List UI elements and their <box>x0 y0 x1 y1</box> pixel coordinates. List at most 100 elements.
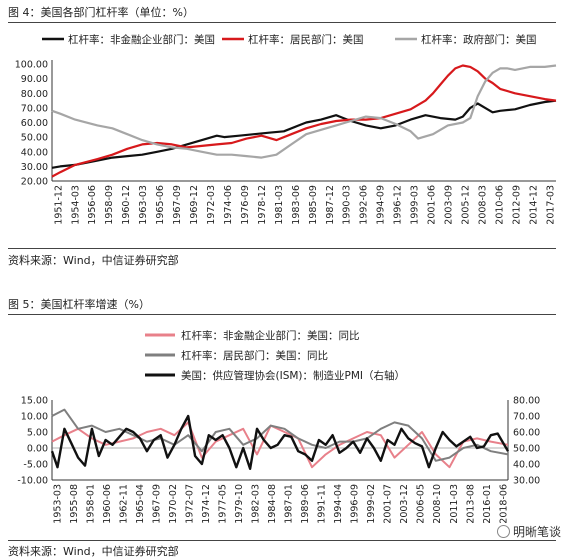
x-tick-label: 1977-05 <box>218 484 229 524</box>
series-line-0 <box>51 99 557 169</box>
x-tick-label: 2006-05 <box>416 484 427 524</box>
x-tick-label: 2003-12 <box>399 484 410 524</box>
legend-label-2: 美国：供应管理协会(ISM)：制造业PMI（右轴） <box>181 369 405 382</box>
y-tick-label: 20.00 <box>21 177 48 188</box>
chart2-leverage-growth: 杠杆率：非金融企业部门：美国：同比杠杆率：居民部门：美国：同比美国：供应管理协会… <box>17 329 540 524</box>
x-tick-label: 1958-01 <box>85 484 96 524</box>
y-right-tick-label: 80.00 <box>513 396 540 407</box>
watermark-text: 明晰笔谈 <box>512 525 561 539</box>
y-left-tick-label: 5.00 <box>27 428 48 439</box>
y-tick-label: 40.00 <box>21 147 48 158</box>
wechat-icon <box>496 525 510 538</box>
y-tick-label: 30.00 <box>21 162 48 173</box>
legend-label-1: 杠杆率：居民部门：美国 <box>248 33 364 46</box>
x-tick-label: 1951-12 <box>53 185 64 225</box>
y-right-tick-label: 40.00 <box>513 460 540 471</box>
x-tick-label: 1969-12 <box>189 185 200 225</box>
y-right-tick-label: 70.00 <box>513 412 540 423</box>
x-tick-label: 2014-12 <box>528 185 539 225</box>
x-tick-label: 2016-01 <box>482 484 493 524</box>
chart1-leverage-by-sector: 杠杆率：非金融企业部门：美国 杠杆率：居民部门：美国 杠杆率：政府部门：美国 100.… <box>15 33 557 225</box>
x-tick-label: 1982-03 <box>251 484 262 524</box>
watermark: 明晰笔谈 <box>496 523 561 540</box>
x-tick-label: 2001-06 <box>427 185 438 225</box>
series-line-0 <box>51 421 509 469</box>
x-tick-label: 1991-11 <box>317 484 328 524</box>
x-tick-label: 2013-08 <box>465 484 476 524</box>
x-tick-label: 1974-12 <box>201 484 212 524</box>
y-tick-label: 50.00 <box>21 133 48 144</box>
x-tick-label: 1985-09 <box>308 185 319 225</box>
legend-label-1: 杠杆率：居民部门：美国：同比 <box>181 349 328 362</box>
y-left-tick-label: 10.00 <box>21 412 48 423</box>
y-left-tick-label: -5.00 <box>23 460 48 471</box>
x-tick-label: 1990-03 <box>342 185 353 225</box>
y-tick-label: 80.00 <box>21 89 48 100</box>
x-tick-label: 1967-09 <box>172 185 183 225</box>
x-tick-label: 2010-06 <box>494 185 505 225</box>
legend-label-0: 杠杆率：非金融企业部门：美国：同比 <box>181 329 360 342</box>
x-tick-label: 2005-12 <box>460 185 471 225</box>
x-tick-label: 1979-10 <box>234 484 245 524</box>
x-tick-label: 1965-04 <box>135 484 146 524</box>
x-tick-label: 2008-10 <box>432 484 443 524</box>
x-tick-label: 1999-03 <box>410 185 421 225</box>
x-tick-label: 1976-09 <box>240 185 251 225</box>
x-tick-label: 1963-03 <box>138 185 149 225</box>
x-tick-label: 1978-12 <box>257 185 268 225</box>
x-tick-label: 1996-12 <box>393 185 404 225</box>
x-tick-label: 1958-09 <box>104 185 115 225</box>
y-left-tick-label: -10.00 <box>17 476 48 487</box>
x-tick-label: 1955-08 <box>69 484 80 524</box>
figure1-title: 图 4：美国各部门杠杆率（单位：%） <box>8 6 194 19</box>
x-tick-label: 1987-01 <box>284 484 295 524</box>
y-left-tick-label: 15.00 <box>21 396 48 407</box>
x-tick-label: 1981-03 <box>274 185 285 225</box>
x-tick-label: 1994-09 <box>376 185 387 225</box>
figure1-title-rule <box>8 22 556 23</box>
series-line-1 <box>51 408 509 462</box>
y-tick-label: 70.00 <box>21 103 48 114</box>
x-tick-label: 1972-03 <box>206 185 217 225</box>
y-tick-label: 100.00 <box>15 60 48 71</box>
x-tick-label: 1967-09 <box>151 484 162 524</box>
series-line-2 <box>51 64 557 159</box>
x-tick-label: 1974-06 <box>223 185 234 225</box>
x-tick-label: 1965-06 <box>155 185 166 225</box>
x-tick-label: 1994-04 <box>333 484 344 524</box>
x-tick-label: 1956-06 <box>87 185 98 225</box>
x-tick-label: 1996-09 <box>350 484 361 524</box>
y-tick-label: 90.00 <box>21 74 48 85</box>
x-tick-label: 1983-06 <box>291 185 302 225</box>
figure2-title-rule <box>8 314 556 315</box>
x-tick-label: 2011-03 <box>449 484 460 524</box>
y-right-tick-label: 30.00 <box>513 476 540 487</box>
x-tick-label: 1989-06 <box>300 484 311 524</box>
y-left-tick-label: 0.00 <box>27 444 48 455</box>
legend-label-2: 杠杆率：政府部门：美国 <box>421 33 537 46</box>
series-line-1 <box>51 64 557 178</box>
x-tick-label: 2012-09 <box>511 185 522 225</box>
x-tick-label: 2008-03 <box>477 185 488 225</box>
figure2-title: 图 5：美国杠杆率增速（%） <box>8 298 150 311</box>
y-tick-label: 60.00 <box>21 118 48 129</box>
y-right-tick-label: 50.00 <box>513 444 540 455</box>
figure2-source-rule <box>8 540 556 541</box>
x-tick-label: 2017-03 <box>545 185 556 225</box>
x-tick-label: 1954-03 <box>70 185 81 225</box>
figure1-source-rule <box>8 248 556 249</box>
figure2-source: 资料来源：Wind，中信证券研究部 <box>8 545 179 558</box>
x-tick-label: 1960-06 <box>102 484 113 524</box>
x-tick-label: 2003-09 <box>444 185 455 225</box>
x-tick-label: 1972-07 <box>184 484 195 524</box>
y-right-tick-label: 60.00 <box>513 428 540 439</box>
x-tick-label: 1999-02 <box>366 484 377 524</box>
x-tick-label: 1987-12 <box>325 185 336 225</box>
x-tick-label: 2018-06 <box>498 484 509 524</box>
legend-label-0: 杠杆率：非金融企业部门：美国 <box>68 33 215 46</box>
x-tick-label: 1960-12 <box>121 185 132 225</box>
x-tick-label: 2001-07 <box>383 484 394 524</box>
x-tick-label: 1953-03 <box>52 484 63 524</box>
x-tick-label: 1962-11 <box>118 484 129 524</box>
series-line-2 <box>50 414 510 471</box>
